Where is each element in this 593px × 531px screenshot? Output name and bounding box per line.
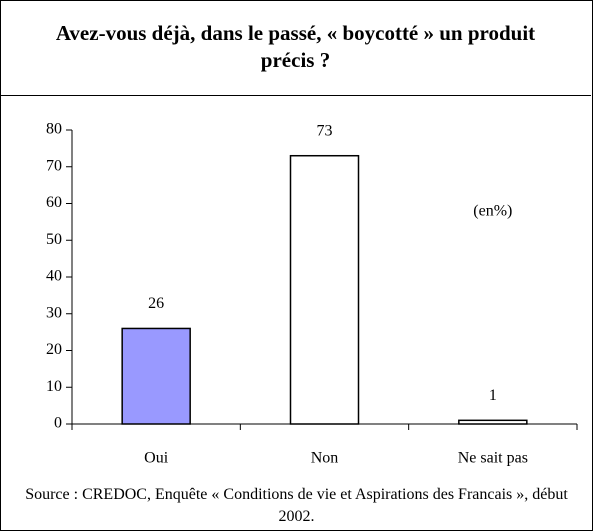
data-label: 26	[148, 295, 164, 312]
data-label: 1	[489, 387, 497, 404]
source-note: Source : CREDOC, Enquête « Conditions de…	[25, 486, 568, 525]
x-tick-label: Oui	[144, 450, 169, 467]
bar	[121, 327, 191, 425]
y-tick-label: 20	[46, 341, 62, 358]
y-tick-label: 60	[46, 194, 62, 211]
x-tick-label: Non	[311, 450, 339, 467]
chart-title: Avez-vous déjà, dans le passé, « boycott…	[0, 0, 591, 96]
data-label: 73	[317, 122, 333, 139]
annotation: (en%)	[473, 203, 512, 220]
bar	[289, 154, 360, 425]
bar	[458, 419, 528, 425]
y-tick-label: 30	[46, 304, 62, 321]
y-tick-label: 0	[54, 415, 62, 432]
y-tick-label: 50	[46, 231, 62, 248]
y-tick-label: 10	[46, 378, 62, 395]
y-tick-label: 70	[46, 157, 62, 174]
x-tick-label: Ne sait pas	[458, 450, 528, 467]
y-tick-label: 80	[46, 121, 62, 138]
y-tick-label: 40	[46, 268, 62, 285]
